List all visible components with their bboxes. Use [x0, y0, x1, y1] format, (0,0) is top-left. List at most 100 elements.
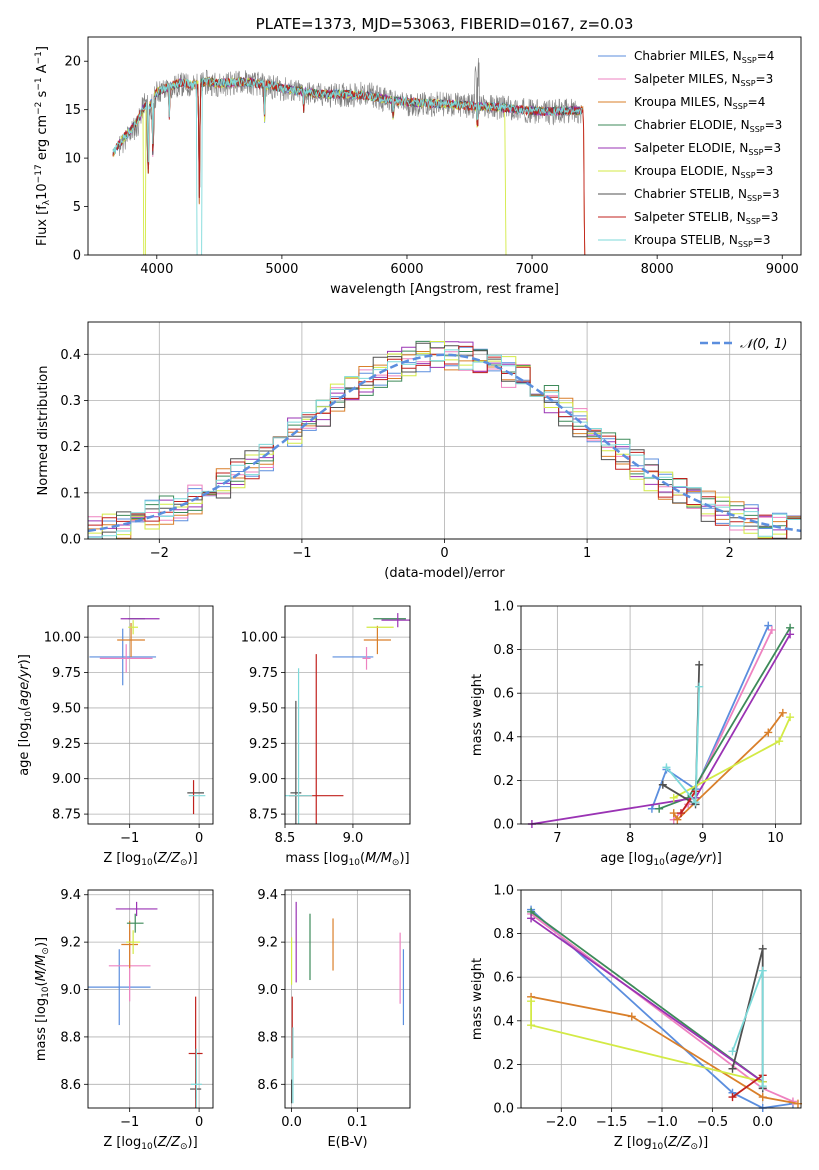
- age_vs_mass-xtick-label: 8.5: [275, 831, 296, 846]
- age_vs_z-xlabel-part: )]: [188, 851, 198, 866]
- legend-label: Salpeter STELIB, NSSP=3: [634, 210, 778, 226]
- age_vs_z-ylabel-part: (: [17, 706, 32, 711]
- residual-histogram-salpeter_elodie: [88, 341, 801, 539]
- weights_vs_age-xlabel: age [log10(age/yr)]: [600, 851, 722, 868]
- weights_vs_z-panel: −2.0 −1.5 −1.0 −0.5 0.0 0.0 0.2 0.4 0.6 0.8 1.0 Z […: [470, 884, 802, 1152]
- mass_vs_z-xlabel-part: )]: [188, 1135, 198, 1150]
- age_vs_z-errorbar-kroupa_miles: [117, 622, 145, 657]
- spectrum-ylabel-part: A: [35, 64, 50, 77]
- weights_vs_z-xtick-label: −0.5: [697, 1115, 729, 1130]
- residuals-xtick-label: −2: [150, 546, 169, 561]
- weights_vs_age-marker: [786, 713, 795, 722]
- weights_vs_z-ytick-label: 0.0: [493, 1102, 514, 1117]
- age_vs_z-errorbar-kroupa_elodie: [128, 620, 138, 635]
- mass_vs_z-panel: −1 08.68.89.09.29.4Z [log10(Z/Z⊙)]mass [l…: [34, 888, 214, 1152]
- weights_vs_age-xlabel-part: 10: [653, 858, 665, 868]
- weights_vs_age-marker: [669, 809, 678, 818]
- weights_vs_age-marker: [677, 809, 685, 818]
- residuals-xtick-label: 2: [726, 546, 734, 561]
- legend-label: Chabrier MILES, NSSP=4: [634, 49, 774, 65]
- residuals-ytick-label: 0.2: [60, 440, 81, 455]
- legend-label-sub: SSP: [742, 56, 757, 65]
- mass_vs_z-ytick-label: 8.6: [60, 1078, 81, 1093]
- weights_vs_age-marker: [662, 763, 671, 772]
- mass_vs_z-ylabel-part: 10: [41, 986, 51, 998]
- mass_vs_z-xlabel-part: Z [log: [103, 1135, 141, 1150]
- age_vs_mass-ytick-label: 9.50: [249, 701, 278, 716]
- weights_vs_age-marker: [655, 804, 664, 813]
- weights_vs_z-ytick-label: 0.2: [493, 1058, 514, 1073]
- residual-histogram-salpeter_miles: [88, 347, 801, 539]
- age_vs_mass-ytick-label: 8.75: [249, 808, 278, 823]
- weights_vs_age-marker: [764, 728, 773, 737]
- age_vs_z-ytick-label: 8.75: [52, 808, 81, 823]
- residual-histogram-kroupa_miles: [88, 351, 801, 539]
- weights_vs_z-ytick-label: 1.0: [493, 884, 514, 899]
- ebv-panel: 0.0 0.1 8.6 8.8 9.0 9.2 9.4 E(B-V): [257, 888, 411, 1150]
- age_vs_z-xtick-label: −1: [120, 831, 139, 846]
- spectrum-ylabel-group: Flux [fλ10−17 erg cm−2 s−1 A−1]: [34, 46, 52, 246]
- age_vs_mass-xlabel-part: M/M: [365, 851, 392, 866]
- weights_vs_z-xlabel-part: Z [log: [614, 1135, 652, 1150]
- weights_vs_z-marker: [627, 1012, 636, 1021]
- mass_vs_z-xlabel: Z [log10(Z/Z⊙)]: [103, 1135, 197, 1152]
- legend-label-tail: =3: [763, 141, 781, 155]
- spectrum-xtick-label: 7000: [516, 262, 549, 277]
- weights_vs_age-marker: [658, 780, 667, 789]
- mass_vs_z-errorbar-chabrier_elodie: [126, 913, 144, 933]
- age_vs_mass-ytick-label: 9.00: [249, 772, 278, 787]
- weights_vs_age-ytick-label: 0.6: [493, 687, 514, 702]
- legend-label-tail: =3: [756, 164, 774, 178]
- spectrum-ytick-label: 5: [73, 200, 81, 215]
- age_vs_z-xtick-label: 0: [195, 831, 203, 846]
- spectrum-panel: 4000 5000 6000 7000 8000 9000 0 5 10 15 20 PLATE=13…: [34, 15, 802, 297]
- weights_vs_age-xtick-label: 10: [767, 831, 784, 846]
- age_vs_z-xlabel-part: ⊙: [180, 858, 188, 868]
- age_vs_z-ylabel-group: age [log10(age/yr)]: [17, 654, 34, 776]
- age_vs_mass-xtick-label: 9.0: [343, 831, 364, 846]
- legend-label-tail: =3: [761, 210, 779, 224]
- age_vs_z-ytick-label: 10.00: [44, 631, 81, 646]
- weights_vs_age-frame: [520, 605, 802, 825]
- age_vs_z-ylabel-part: age/yr: [17, 663, 32, 706]
- age_vs_z-xlabel-part: 10: [141, 858, 153, 868]
- age_vs_mass-errorbar-kroupa_miles: [363, 625, 391, 655]
- mass_vs_z-frame: [87, 889, 214, 1109]
- age_vs_z-ytick-label: 9.00: [52, 772, 81, 787]
- ebv-ytick-label: 9.2: [257, 936, 278, 951]
- age_vs_mass-xlabel-part: mass [log: [285, 851, 348, 866]
- weights_vs_z-series-chabrier_miles: [530, 908, 794, 1108]
- weights_vs_age-marker: [669, 793, 678, 802]
- age_vs_z-ylabel-part: 10: [24, 711, 34, 723]
- weights_vs_z-series-chabrier_stelib: [731, 948, 764, 1089]
- weights_vs_age-marker: [647, 804, 656, 813]
- spectrum-ylabel-part: ]: [35, 46, 50, 51]
- spectrum-ylabel-part: Flux [f: [35, 205, 50, 246]
- legend-label-base: Salpeter ELODIE, N: [634, 141, 748, 155]
- normal-legend-label: 𝒩(0, 1): [740, 337, 787, 352]
- mass_vs_z-xlabel-part: (: [153, 1135, 158, 1150]
- weights_vs_age-marker: [767, 625, 776, 634]
- age_vs_mass-ytick-label: 9.25: [249, 737, 278, 752]
- age_vs_mass-errorbar-kroupa_stelib: [285, 668, 313, 824]
- weights_vs_age-marker: [786, 630, 795, 639]
- legend-label: Kroupa STELIB, NSSP=3: [634, 233, 771, 249]
- age_vs_z-xlabel-part: Z [log: [103, 851, 141, 866]
- ebv-frame: [284, 889, 411, 1109]
- mass_vs_z-errorbar-salpeter_stelib: [188, 996, 203, 1108]
- weights_vs_z-frame: [520, 889, 802, 1109]
- legend-label-base: Chabrier MILES, N: [634, 49, 742, 63]
- residuals-panel: −2 −1 0 1 2 0.0 0.1 0.2 0.3 0.4 (data-model)/error…: [36, 321, 802, 581]
- age_vs_z-ylabel: age [log10(age/yr)]: [17, 654, 34, 776]
- legend-label: Salpeter MILES, NSSP=3: [634, 72, 773, 88]
- legend-label-base: Salpeter MILES, N: [634, 72, 741, 86]
- legend-label-sub: SSP: [738, 240, 753, 249]
- weights_vs_z-marker: [728, 1047, 737, 1056]
- weights_vs_z-marker: [728, 1093, 737, 1102]
- mass_vs_z-ytick-label: 9.2: [60, 936, 81, 951]
- spectrum-title: PLATE=1373, MJD=53063, FIBERID=0167, z=0…: [256, 15, 634, 33]
- weights_vs_z-xtick-label: 0.0: [752, 1115, 773, 1130]
- legend-label: Chabrier STELIB, NSSP=3: [634, 187, 780, 203]
- weights_vs_age-xtick-label: 9: [699, 831, 707, 846]
- mass_vs_z-xlabel-part: Z/Z: [157, 1135, 181, 1150]
